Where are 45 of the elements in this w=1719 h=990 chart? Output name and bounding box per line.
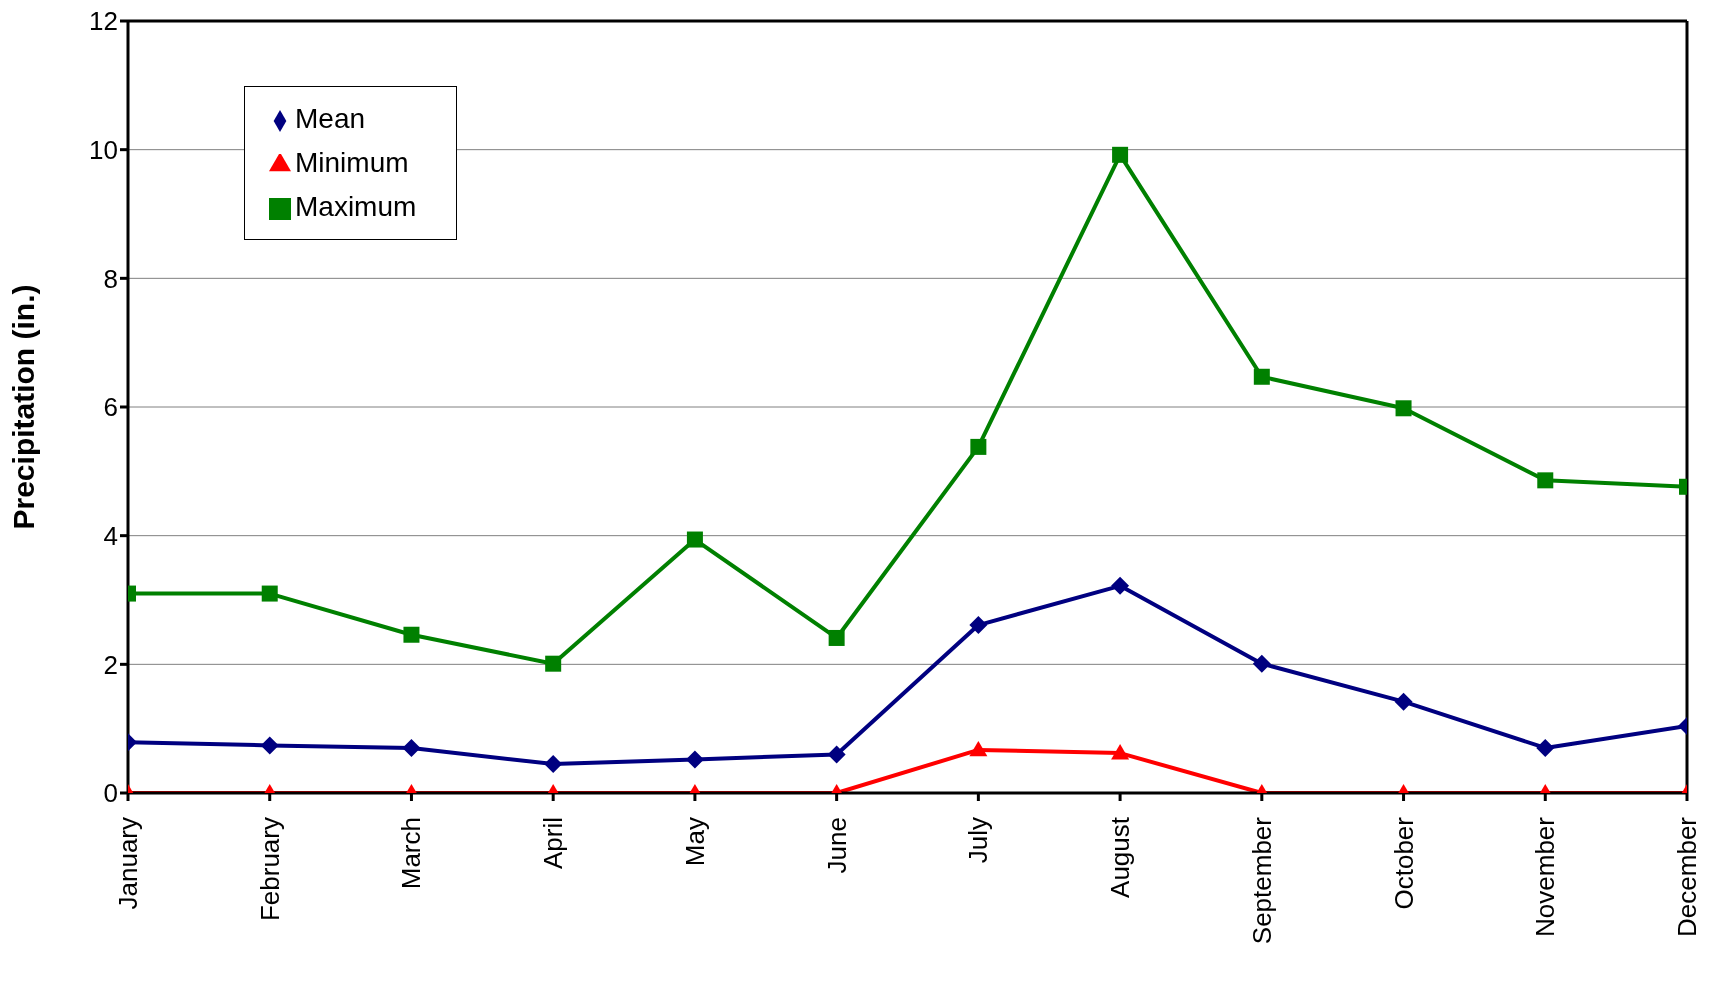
point (1536, 738, 1555, 757)
x-tick-label: September (1246, 816, 1277, 945)
point (402, 738, 421, 757)
y-tick-label: 6 (103, 392, 118, 423)
x-tick-label: April (538, 817, 569, 870)
point (827, 745, 846, 764)
y-tick-label: 2 (103, 649, 118, 680)
x-tick-label: October (1388, 816, 1419, 910)
y-axis-title: Precipitation (in.) (6, 284, 40, 530)
point (261, 585, 278, 602)
point (1537, 472, 1554, 489)
x-tick-label: July (963, 817, 994, 864)
point (970, 438, 987, 455)
point (1112, 146, 1129, 163)
point (1395, 400, 1412, 417)
point (828, 629, 845, 646)
y-tick-label: 0 (103, 778, 118, 809)
x-tick-label: December (1672, 816, 1702, 937)
point (1394, 692, 1413, 711)
x-tick-label: March (396, 817, 427, 890)
point (1253, 368, 1270, 385)
x-tick-label: February (254, 817, 285, 922)
point (1111, 744, 1130, 760)
legend-label: Maximum (295, 191, 417, 222)
point (685, 750, 704, 769)
legend-label: Minimum (295, 147, 409, 178)
y-tick-label: 4 (103, 520, 118, 551)
point (544, 755, 563, 774)
y-tick-label: 10 (89, 134, 118, 165)
point (686, 531, 703, 548)
x-tick-label: May (679, 817, 710, 867)
point (969, 740, 988, 757)
x-tick-label: June (821, 817, 852, 874)
y-tick-label: 8 (103, 263, 118, 294)
y-tick-label: 12 (89, 6, 118, 37)
x-tick-label: August (1105, 816, 1136, 898)
point (969, 616, 988, 635)
point (545, 655, 562, 672)
point (260, 736, 279, 755)
legend-label: Mean (295, 103, 366, 134)
point (1252, 654, 1271, 673)
x-tick-label: November (1530, 816, 1561, 937)
x-tick-label: January (113, 817, 143, 910)
point (403, 626, 420, 643)
point (1111, 576, 1130, 595)
